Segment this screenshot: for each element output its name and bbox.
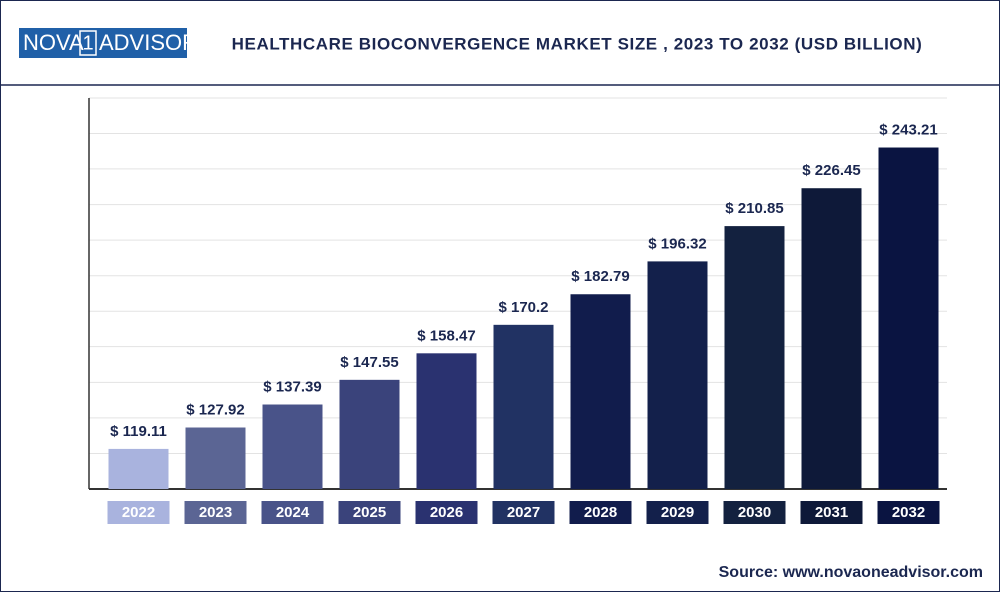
bar (339, 379, 400, 489)
x-tick-label: 2029 (661, 504, 694, 521)
bar (416, 353, 477, 489)
x-tick-label: 2027 (507, 504, 540, 521)
bar (724, 226, 785, 489)
x-tick-label: 2032 (892, 504, 925, 521)
x-tick-label: 2028 (584, 504, 617, 521)
value-label: $ 182.79 (571, 268, 629, 285)
x-tick-box (338, 501, 401, 524)
logo-box (79, 30, 97, 56)
bar (185, 427, 246, 489)
logo-right: ADVISOR (99, 30, 198, 55)
bar (108, 448, 169, 489)
bar (262, 404, 323, 489)
x-tick-label: 2022 (122, 504, 155, 521)
x-tick-label: 2025 (353, 504, 386, 521)
bar (801, 188, 862, 489)
x-tick-box (877, 501, 940, 524)
bar (878, 147, 939, 490)
x-tick-box (415, 501, 478, 524)
bar (570, 294, 631, 489)
value-label: $ 170.2 (498, 299, 548, 316)
x-tick-box (646, 501, 709, 524)
chart-title: HEALTHCARE BIOCONVERGENCE MARKET SIZE , … (232, 34, 923, 53)
x-tick-box (492, 501, 555, 524)
logo-left: NOVA (23, 30, 84, 55)
value-label: $ 127.92 (186, 401, 244, 418)
value-label: $ 243.21 (879, 121, 937, 138)
bar (647, 261, 708, 489)
x-tick-box (800, 501, 863, 524)
x-tick-label: 2023 (199, 504, 232, 521)
x-tick-label: 2024 (276, 504, 310, 521)
x-tick-box (184, 501, 247, 524)
x-tick-box (107, 501, 170, 524)
bar (493, 324, 554, 489)
x-tick-label: 2031 (815, 504, 848, 521)
x-tick-box (569, 501, 632, 524)
value-label: $ 119.11 (110, 423, 167, 440)
value-label: $ 210.85 (725, 200, 783, 217)
value-label: $ 226.45 (802, 162, 860, 179)
logo-box-text: 1 (82, 32, 93, 54)
x-tick-label: 2030 (738, 504, 771, 521)
x-tick-box (723, 501, 786, 524)
value-label: $ 137.39 (263, 378, 321, 395)
x-tick-box (261, 501, 324, 524)
logo-bg (19, 28, 187, 58)
value-label: $ 158.47 (417, 327, 475, 344)
source: Source: www.novaoneadvisor.com (719, 564, 983, 581)
value-label: $ 147.55 (340, 354, 398, 371)
value-label: $ 196.32 (648, 235, 706, 252)
x-tick-label: 2026 (430, 504, 463, 521)
